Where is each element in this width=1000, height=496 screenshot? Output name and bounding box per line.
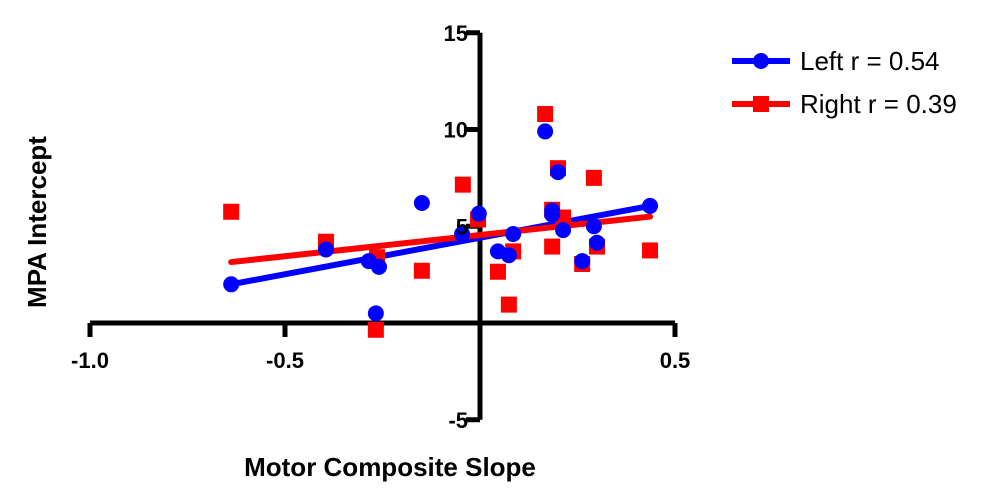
point-left	[589, 234, 605, 251]
tick-labels: -1.0 -0.5 0.5 15 10 5 -5	[71, 21, 690, 433]
data-points	[223, 106, 659, 338]
point-right	[413, 262, 430, 279]
point-left	[454, 225, 471, 242]
y-tick-label: -5	[448, 408, 468, 433]
point-left	[370, 258, 387, 275]
point-right	[642, 242, 659, 259]
y-tick-label: 15	[444, 21, 468, 46]
fit-lines	[228, 202, 654, 288]
legend-label-right: Right r = 0.39	[800, 89, 957, 119]
legend: Left r = 0.54 Right r = 0.39	[732, 46, 957, 119]
point-left	[555, 222, 572, 239]
y-tick-label: 5	[456, 214, 468, 239]
legend-marker-left	[753, 53, 769, 69]
x-axis-label: Motor Composite Slope	[244, 452, 536, 482]
fit-line-right	[228, 213, 654, 266]
x-tick-label: -0.5	[266, 348, 304, 373]
point-right	[367, 321, 384, 338]
point-left	[500, 247, 517, 264]
point-left	[505, 225, 522, 242]
point-left	[544, 206, 561, 223]
legend-item-right: Right r = 0.39	[732, 89, 957, 119]
point-left	[574, 253, 591, 270]
point-right	[489, 263, 506, 280]
x-tick-label: 0.5	[660, 348, 691, 373]
point-right	[544, 238, 561, 255]
point-left	[317, 241, 334, 258]
point-left	[642, 197, 659, 214]
x-tick-label: -1.0	[71, 348, 109, 373]
legend-marker-right	[753, 96, 769, 112]
legend-item-left: Left r = 0.54	[732, 46, 939, 76]
point-right	[223, 203, 240, 220]
point-left	[537, 123, 554, 140]
legend-label-left: Left r = 0.54	[800, 46, 939, 76]
point-left	[585, 218, 602, 235]
point-right	[537, 106, 554, 123]
point-left	[470, 205, 487, 222]
point-left	[223, 276, 240, 293]
point-left	[413, 195, 430, 212]
fit-line-left	[228, 202, 654, 288]
point-right	[454, 176, 471, 193]
point-left	[367, 305, 384, 322]
y-axis-label: MPA Intercept	[22, 136, 52, 308]
point-left	[550, 164, 566, 181]
point-right	[500, 296, 517, 313]
y-tick-label: 10	[444, 118, 468, 143]
point-right	[585, 169, 602, 186]
